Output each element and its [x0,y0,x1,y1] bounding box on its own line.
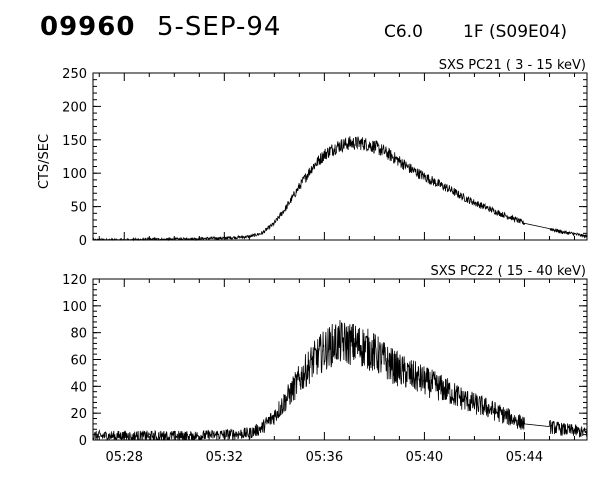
y-tick-label: 120 [62,273,87,288]
y-tick-label: 60 [70,354,87,369]
y-tick-label: 250 [62,67,87,82]
y-tick-label: 0 [79,234,87,249]
x-tick-label: 05:32 [206,450,243,465]
series-line [92,320,588,442]
y-tick-label: 80 [70,327,87,342]
panel-title: SXS PC22 ( 15 - 40 keV) [430,264,586,279]
y-tick-label: 0 [79,434,87,449]
x-tick-label: 05:40 [406,450,443,465]
chart-panel-1: 0 50 100 150 200 250 SXS PC21 ( 3 - 15 keV) CTS… [37,58,588,249]
x-tick-label: 05:28 [106,450,143,465]
y-axis-label: CTS/SEC [37,134,52,189]
y-tick-label: 20 [70,407,87,422]
chart-panel-2: 0 20 40 60 80 100 120 05:28 05:32 05:36 05:40 05:44… [62,264,588,465]
y-tick-label: 200 [62,100,87,115]
y-tick-label: 100 [62,300,87,315]
x-tick-label: 05:44 [506,450,543,465]
y-tick-label: 100 [62,167,87,182]
flare-importance: 1F (S09E04) [463,22,568,42]
plot-frame [92,72,588,241]
y-tick-label: 150 [62,134,87,149]
panel-title: SXS PC21 ( 3 - 15 keV) [439,58,586,73]
flare-class: C6.0 [384,22,423,42]
y-tick-label: 50 [70,201,87,216]
event-number: 09960 [40,12,136,42]
y-tick-label: 40 [70,380,87,395]
series-line [92,136,588,242]
event-date: 5-SEP-94 [157,12,282,42]
x-tick-label: 05:36 [306,450,343,465]
